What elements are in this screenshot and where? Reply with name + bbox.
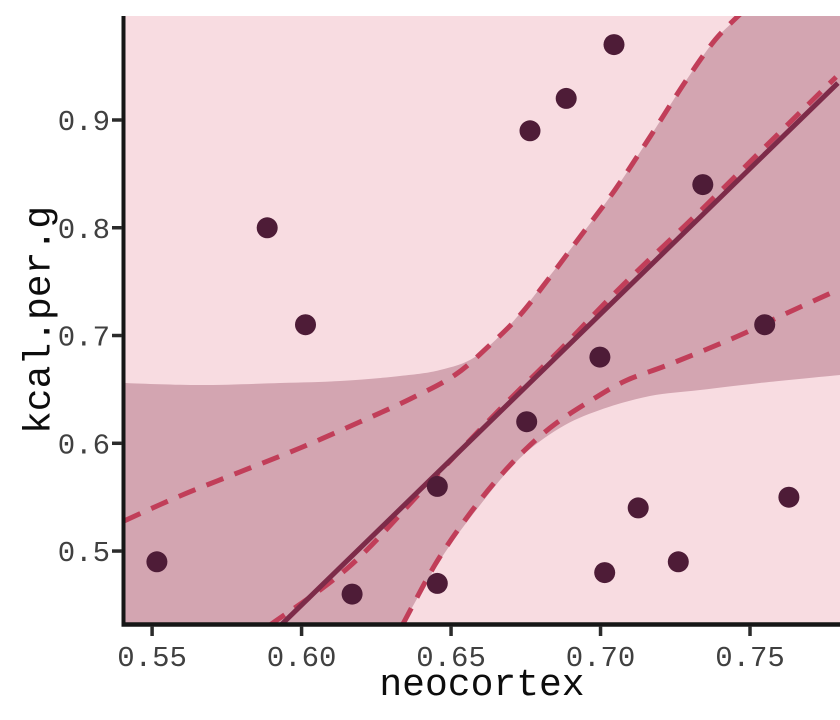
regression-line — [279, 81, 840, 624]
data-point — [754, 314, 776, 336]
x-tick-label: 0.75 — [715, 642, 785, 675]
y-tick-label: 0.8 — [58, 214, 110, 247]
data-point — [627, 497, 649, 519]
y-axis-title: kcal.per.g — [18, 205, 62, 435]
y-tick-label: 0.6 — [58, 429, 110, 462]
x-tick-label: 0.65 — [416, 642, 486, 675]
dashed-interval-upper — [124, 16, 742, 524]
data-point — [778, 486, 800, 508]
data-point — [426, 572, 448, 594]
x-tick-label: 0.60 — [267, 642, 337, 675]
data-point — [516, 411, 538, 433]
data-point — [295, 314, 316, 336]
data-point — [594, 562, 616, 584]
data-point — [256, 217, 278, 239]
x-tick-label: 0.55 — [117, 642, 187, 675]
data-point — [519, 120, 541, 142]
data-point — [555, 87, 577, 109]
data-point — [692, 174, 714, 196]
data-point — [341, 583, 363, 605]
data-point — [426, 475, 448, 497]
y-tick-label: 0.7 — [58, 322, 110, 355]
x-axis-title: neocortex — [379, 664, 585, 707]
y-tick-label: 0.9 — [58, 106, 110, 139]
y-tick-label: 0.5 — [58, 537, 110, 570]
data-point — [146, 551, 168, 573]
data-point — [589, 346, 611, 368]
dashed-interval-lower — [400, 286, 840, 624]
data-point — [667, 551, 689, 573]
credible-band — [124, 16, 840, 624]
dashed-interval-inner — [268, 75, 838, 624]
data-point — [603, 34, 625, 56]
x-tick-label: 0.70 — [566, 642, 636, 675]
